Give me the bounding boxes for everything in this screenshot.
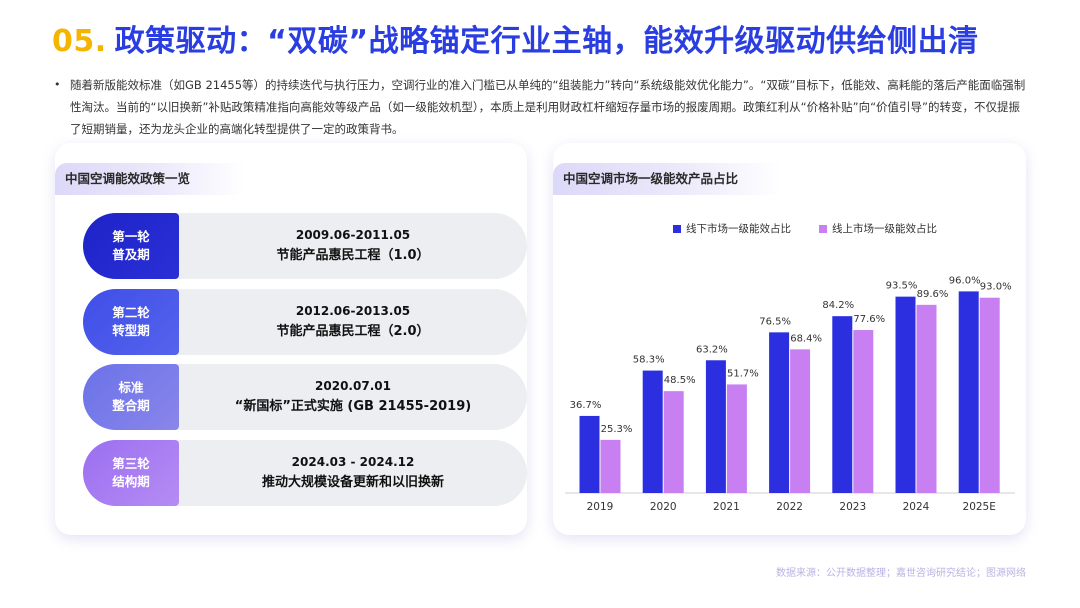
intro-paragraph: • 随着新版能效标准（如GB 21455等）的持续迭代与执行压力，空调行业的准入… — [54, 74, 1030, 140]
data-label-online-2025E: 93.0% — [980, 282, 1012, 293]
bar-online-2022 — [790, 349, 811, 493]
data-label-offline-2020: 58.3% — [633, 355, 665, 366]
x-tick-label-2023: 2023 — [839, 501, 866, 513]
legend-item-online: 线上市场一级能效占比 — [819, 221, 937, 236]
policy-stage-badge: 第二轮 转型期 — [83, 289, 179, 355]
policy-name: “新国标”正式实施 (GB 21455-2019) — [234, 399, 472, 414]
x-tick-label-2019: 2019 — [587, 501, 614, 513]
policy-stage-line1: 第一轮 — [112, 229, 150, 244]
chart-card-title: 中国空调市场一级能效产品占比 — [553, 163, 783, 195]
bar-online-2025E — [979, 297, 1000, 493]
data-label-online-2021: 51.7% — [727, 368, 759, 379]
bar-offline-2023 — [832, 316, 853, 493]
policy-date: 2020.07.01 — [315, 379, 391, 393]
policy-stage-badge: 第三轮 结构期 — [83, 440, 179, 506]
bar-chart: 36.7% 25.3% 2019 58.3% 48.5% 2020 63.2% 51.7% 20… — [565, 275, 1015, 513]
data-label-offline-2019: 36.7% — [570, 400, 602, 411]
section-number: 05. — [52, 24, 107, 59]
chart-legend: 线下市场一级能效占比 线上市场一级能效占比 — [673, 221, 937, 236]
policy-name: 节能产品惠民工程（2.0） — [276, 324, 430, 339]
legend-label-online: 线上市场一级能效占比 — [832, 223, 937, 235]
policy-detail: 2012.06-2013.05 节能产品惠民工程（2.0） — [179, 289, 527, 355]
data-label-offline-2025E: 96.0% — [949, 275, 981, 286]
data-label-online-2019: 25.3% — [601, 424, 633, 435]
title-text: 政策驱动：“双碳”战略锚定行业主轴，能效升级驱动供给侧出清 — [114, 24, 979, 59]
policy-detail: 2024.03 - 2024.12 推动大规模设备更新和以旧换新 — [179, 440, 527, 506]
bar-offline-2025E — [958, 291, 979, 493]
policy-name: 节能产品惠民工程（1.0） — [276, 248, 430, 263]
bar-online-2023 — [853, 330, 874, 493]
legend-item-offline: 线下市场一级能效占比 — [673, 221, 791, 236]
policy-stage-line1: 第三轮 — [112, 456, 150, 471]
data-label-offline-2024: 93.5% — [886, 281, 918, 292]
policy-date: 2009.06-2011.05 — [295, 228, 411, 242]
bar-offline-2022 — [769, 332, 790, 493]
policy-item: 第三轮 结构期 2024.03 - 2024.12 推动大规模设备更新和以旧换新 — [83, 440, 527, 506]
bar-online-2024 — [916, 304, 937, 493]
bar-online-2020 — [663, 391, 684, 493]
policy-detail: 2009.06-2011.05 节能产品惠民工程（1.0） — [179, 213, 527, 279]
data-label-offline-2022: 76.5% — [759, 316, 791, 327]
bar-online-2019 — [600, 439, 621, 493]
x-tick-label-2024: 2024 — [903, 501, 930, 513]
bullet-icon: • — [54, 78, 61, 91]
policy-stage-line2: 整合期 — [112, 398, 150, 413]
policy-item: 标准 整合期 2020.07.01 “新国标”正式实施 (GB 21455-20… — [83, 364, 527, 430]
policy-detail: 2020.07.01 “新国标”正式实施 (GB 21455-2019) — [179, 364, 527, 430]
bar-offline-2020 — [642, 370, 663, 493]
legend-swatch-online — [819, 224, 827, 233]
policy-card-title: 中国空调能效政策一览 — [55, 163, 245, 195]
data-label-online-2022: 68.4% — [790, 333, 822, 344]
x-tick-label-2025E: 2025E — [963, 501, 996, 513]
data-label-online-2020: 48.5% — [664, 375, 696, 386]
policy-card: 中国空调能效政策一览 第一轮 普及期 2009.06-2011.05 节能产品惠… — [55, 143, 527, 535]
policy-stage-badge: 标准 整合期 — [83, 364, 179, 430]
policy-date: 2012.06-2013.05 — [295, 304, 411, 318]
data-label-online-2024: 89.6% — [917, 289, 949, 300]
data-label-offline-2023: 84.2% — [822, 300, 854, 311]
x-tick-label-2022: 2022 — [776, 501, 803, 513]
bar-offline-2019 — [579, 415, 600, 493]
policy-stage-line2: 转型期 — [112, 323, 150, 338]
x-tick-label-2021: 2021 — [713, 501, 740, 513]
intro-text: 随着新版能效标准（如GB 21455等）的持续迭代与执行压力，空调行业的准入门槛… — [70, 78, 1026, 136]
page-title: 05. 政策驱动：“双碳”战略锚定行业主轴，能效升级驱动供给侧出清 — [52, 16, 979, 60]
legend-label-offline: 线下市场一级能效占比 — [686, 223, 791, 235]
policy-stage-line2: 结构期 — [112, 474, 150, 489]
policy-stage-line2: 普及期 — [112, 247, 150, 262]
policy-name: 推动大规模设备更新和以旧换新 — [261, 475, 444, 490]
policy-stage-line1: 标准 — [118, 380, 144, 395]
policy-stage-line1: 第二轮 — [112, 305, 150, 320]
policy-item: 第一轮 普及期 2009.06-2011.05 节能产品惠民工程（1.0） — [83, 213, 527, 279]
legend-swatch-offline — [673, 224, 681, 233]
data-label-online-2023: 77.6% — [853, 314, 885, 325]
bar-offline-2024 — [895, 296, 916, 493]
bar-online-2021 — [726, 384, 747, 493]
data-label-offline-2021: 63.2% — [696, 344, 728, 355]
policy-date: 2024.03 - 2024.12 — [291, 455, 415, 469]
data-source-note: 数据来源：公开数据整理；嘉世咨询研究结论；图源网络 — [776, 568, 1026, 579]
x-tick-label-2020: 2020 — [650, 501, 677, 513]
policy-stage-badge: 第一轮 普及期 — [83, 213, 179, 279]
bar-offline-2021 — [705, 360, 726, 493]
policy-item: 第二轮 转型期 2012.06-2013.05 节能产品惠民工程（2.0） — [83, 289, 527, 355]
chart-card: 中国空调市场一级能效产品占比 线下市场一级能效占比 线上市场一级能效占比 36.… — [553, 143, 1026, 535]
